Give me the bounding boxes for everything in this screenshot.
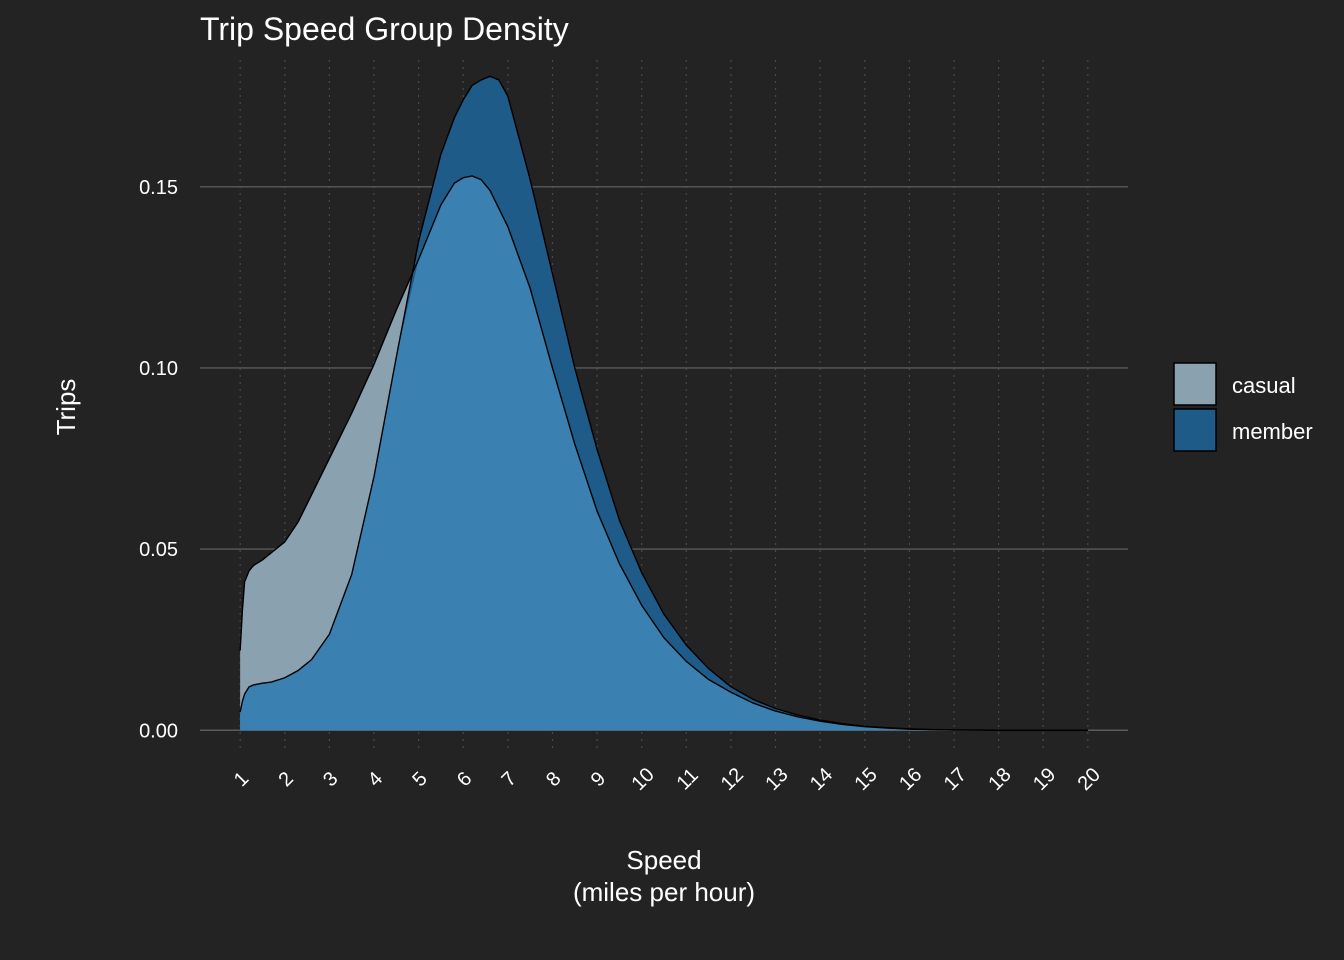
- density-areas: [239, 75, 1088, 731]
- chart-title: Trip Speed Group Density: [200, 11, 569, 47]
- y-axis-ticks: 0.00 0.05 0.10 0.15: [139, 177, 178, 742]
- overlap-density-area: [240, 175, 1088, 731]
- y-tick-label: 0.15: [139, 177, 178, 199]
- legend-label-casual: casual: [1232, 373, 1296, 398]
- y-tick-label: 0.00: [139, 720, 178, 742]
- x-axis-label-line1: Speed: [626, 845, 701, 875]
- member-density-outline: [239, 75, 1088, 731]
- y-tick-label: 0.05: [139, 539, 178, 561]
- legend-key-member: [1173, 408, 1217, 452]
- legend-key-casual: [1173, 362, 1217, 406]
- x-axis-label-line2: (miles per hour): [573, 877, 755, 907]
- legend: casual member: [1173, 362, 1313, 452]
- y-axis-label: Trips: [51, 379, 81, 436]
- legend-label-member: member: [1232, 419, 1313, 444]
- y-tick-label: 0.10: [139, 358, 178, 380]
